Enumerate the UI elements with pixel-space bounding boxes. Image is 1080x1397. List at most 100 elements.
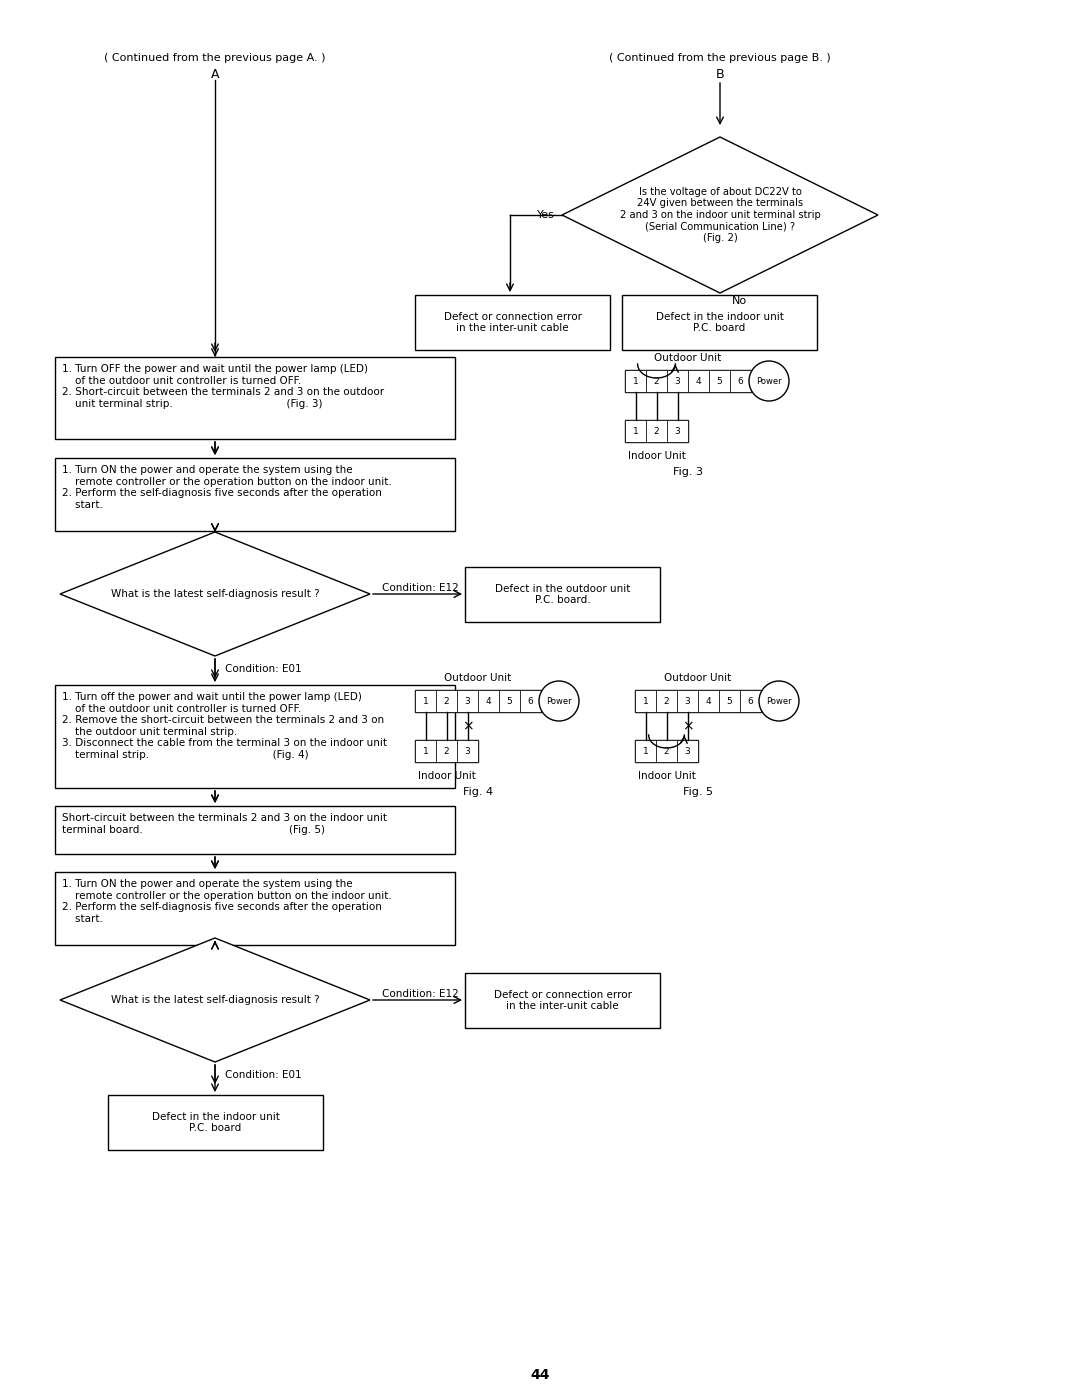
Text: 6: 6 bbox=[528, 697, 534, 705]
Bar bbox=[465, 567, 660, 622]
Text: 44: 44 bbox=[530, 1368, 550, 1382]
Text: 2: 2 bbox=[444, 697, 449, 705]
Bar bbox=[656, 740, 677, 761]
Text: What is the latest self-diagnosis result ?: What is the latest self-diagnosis result… bbox=[110, 590, 320, 599]
Text: 1: 1 bbox=[422, 746, 429, 756]
Text: Outdoor Unit: Outdoor Unit bbox=[664, 673, 731, 683]
Bar bbox=[457, 740, 478, 761]
Bar bbox=[625, 370, 646, 393]
Bar bbox=[698, 690, 719, 712]
Text: A: A bbox=[211, 68, 219, 81]
Bar bbox=[740, 690, 761, 712]
Text: 4: 4 bbox=[696, 377, 701, 386]
Text: 1: 1 bbox=[422, 697, 429, 705]
Text: What is the latest self-diagnosis result ?: What is the latest self-diagnosis result… bbox=[110, 995, 320, 1004]
Text: 2: 2 bbox=[664, 697, 670, 705]
Text: Indoor Unit: Indoor Unit bbox=[637, 771, 696, 781]
Bar bbox=[55, 685, 455, 788]
Text: Condition: E12: Condition: E12 bbox=[382, 989, 459, 999]
Text: 1: 1 bbox=[643, 746, 648, 756]
Text: Condition: E01: Condition: E01 bbox=[225, 664, 301, 673]
Text: Defect in the indoor unit
P.C. board: Defect in the indoor unit P.C. board bbox=[151, 1112, 280, 1133]
Polygon shape bbox=[60, 937, 370, 1062]
Bar bbox=[677, 740, 698, 761]
Bar bbox=[436, 690, 457, 712]
Text: Fig. 5: Fig. 5 bbox=[683, 787, 713, 798]
Bar bbox=[55, 358, 455, 439]
Text: 4: 4 bbox=[486, 697, 491, 705]
Text: 1. Turn off the power and wait until the power lamp (LED)
    of the outdoor uni: 1. Turn off the power and wait until the… bbox=[62, 692, 387, 760]
Text: 1: 1 bbox=[633, 426, 638, 436]
Text: Condition: E01: Condition: E01 bbox=[225, 1070, 301, 1080]
Text: 5: 5 bbox=[507, 697, 512, 705]
Text: Outdoor Unit: Outdoor Unit bbox=[654, 353, 721, 363]
Bar bbox=[519, 690, 541, 712]
Text: Condition: E12: Condition: E12 bbox=[382, 583, 459, 592]
Bar bbox=[465, 972, 660, 1028]
Text: Outdoor Unit: Outdoor Unit bbox=[444, 673, 512, 683]
Text: 6: 6 bbox=[747, 697, 754, 705]
Text: 3: 3 bbox=[685, 746, 690, 756]
Text: Power: Power bbox=[546, 697, 571, 705]
Text: 3: 3 bbox=[464, 746, 471, 756]
Text: 1. Turn OFF the power and wait until the power lamp (LED)
    of the outdoor uni: 1. Turn OFF the power and wait until the… bbox=[62, 365, 384, 409]
Bar bbox=[708, 370, 730, 393]
Text: Defect in the indoor unit
P.C. board: Defect in the indoor unit P.C. board bbox=[656, 312, 783, 334]
Text: Power: Power bbox=[756, 377, 782, 386]
Bar bbox=[625, 370, 751, 393]
Text: 1. Turn ON the power and operate the system using the
    remote controller or t: 1. Turn ON the power and operate the sys… bbox=[62, 879, 392, 923]
Bar bbox=[625, 420, 646, 441]
Text: ( Continued from the previous page B. ): ( Continued from the previous page B. ) bbox=[609, 53, 831, 63]
Text: 2: 2 bbox=[444, 746, 449, 756]
Circle shape bbox=[750, 360, 789, 401]
Text: 6: 6 bbox=[738, 377, 743, 386]
Bar bbox=[635, 690, 761, 712]
Text: ( Continued from the previous page A. ): ( Continued from the previous page A. ) bbox=[105, 53, 326, 63]
Polygon shape bbox=[60, 532, 370, 657]
Bar bbox=[730, 370, 751, 393]
Text: 2: 2 bbox=[664, 746, 670, 756]
Bar bbox=[719, 690, 740, 712]
Bar bbox=[415, 690, 541, 712]
Bar bbox=[55, 458, 455, 531]
Bar bbox=[646, 370, 667, 393]
Text: B: B bbox=[716, 68, 725, 81]
Bar bbox=[499, 690, 519, 712]
Bar bbox=[646, 420, 667, 441]
Text: Defect or connection error
in the inter-unit cable: Defect or connection error in the inter-… bbox=[494, 989, 632, 1011]
Circle shape bbox=[539, 680, 579, 721]
Circle shape bbox=[759, 680, 799, 721]
Bar bbox=[677, 690, 698, 712]
Text: Fig. 3: Fig. 3 bbox=[673, 467, 703, 476]
Bar bbox=[436, 740, 457, 761]
Text: 2: 2 bbox=[653, 377, 659, 386]
Text: Is the voltage of about DC22V to
24V given between the terminals
2 and 3 on the : Is the voltage of about DC22V to 24V giv… bbox=[620, 187, 821, 243]
Bar bbox=[415, 740, 436, 761]
Bar bbox=[635, 740, 656, 761]
Bar bbox=[415, 295, 610, 351]
Text: Fig. 4: Fig. 4 bbox=[463, 787, 494, 798]
Text: 3: 3 bbox=[685, 697, 690, 705]
Bar bbox=[625, 420, 688, 441]
Bar bbox=[688, 370, 708, 393]
Text: ×: × bbox=[681, 719, 693, 733]
Text: 3: 3 bbox=[675, 377, 680, 386]
Bar bbox=[622, 295, 816, 351]
Text: 1: 1 bbox=[633, 377, 638, 386]
Bar bbox=[635, 690, 656, 712]
Text: Defect or connection error
in the inter-unit cable: Defect or connection error in the inter-… bbox=[444, 312, 581, 334]
Text: 2: 2 bbox=[653, 426, 659, 436]
Text: 5: 5 bbox=[717, 377, 723, 386]
Bar bbox=[108, 1095, 323, 1150]
Text: 4: 4 bbox=[705, 697, 712, 705]
Bar bbox=[635, 740, 698, 761]
Bar bbox=[667, 420, 688, 441]
Text: 3: 3 bbox=[675, 426, 680, 436]
Text: ×: × bbox=[461, 719, 473, 733]
Bar bbox=[478, 690, 499, 712]
Bar bbox=[415, 740, 478, 761]
Polygon shape bbox=[562, 137, 878, 293]
Text: 1: 1 bbox=[643, 697, 648, 705]
Text: No: No bbox=[732, 296, 747, 306]
Text: Power: Power bbox=[766, 697, 792, 705]
